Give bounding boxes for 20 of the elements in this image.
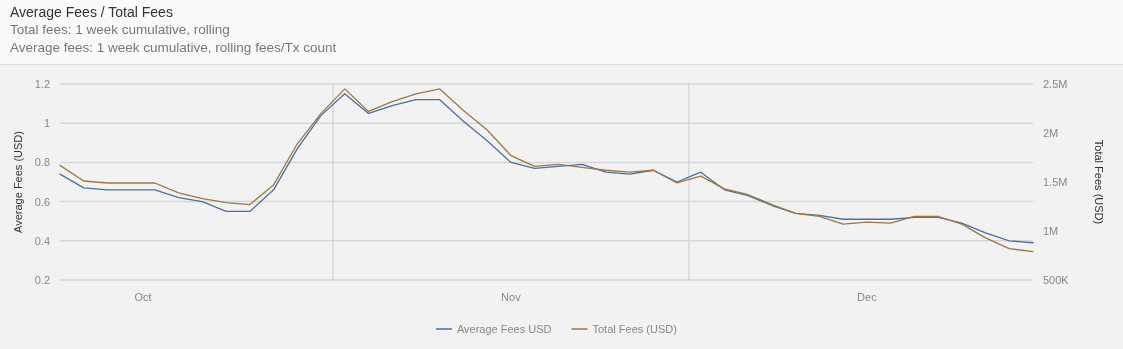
y-tick-label: 0.8 <box>34 156 50 169</box>
y2-tick-label: 1M <box>1043 225 1059 237</box>
y2-tick-label: 2M <box>1043 127 1059 139</box>
y2-tick-label: 500K <box>1043 274 1070 286</box>
legend-label: Average Fees USD <box>456 323 552 335</box>
chart-title: Average Fees / Total Fees <box>10 4 173 20</box>
y2-axis-title: Total Fees (USD) <box>1093 139 1105 225</box>
y-tick-label: 0.6 <box>34 195 50 208</box>
legend-label: Total Fees (USD) <box>592 323 677 335</box>
x-tick-label: Dec <box>857 291 878 303</box>
x-tick-label: Nov <box>501 291 522 303</box>
y2-tick-label: 2.5M <box>1043 78 1068 90</box>
y-tick-label: 1 <box>43 117 50 130</box>
y-axis-title: Average Fees (USD) <box>12 131 24 233</box>
chart-subtitle: Total fees: 1 week cumulative, rolling Average fees: 1 week cumulative, rolling fees/Tx count <box>10 22 337 55</box>
y2-tick-label: 1.5M <box>1043 176 1068 188</box>
y-tick-label: 0.4 <box>34 234 50 247</box>
y-tick-label: 1.2 <box>34 78 50 90</box>
y-tick-label: 0.2 <box>34 274 50 286</box>
x-tick-label: Oct <box>134 291 152 303</box>
